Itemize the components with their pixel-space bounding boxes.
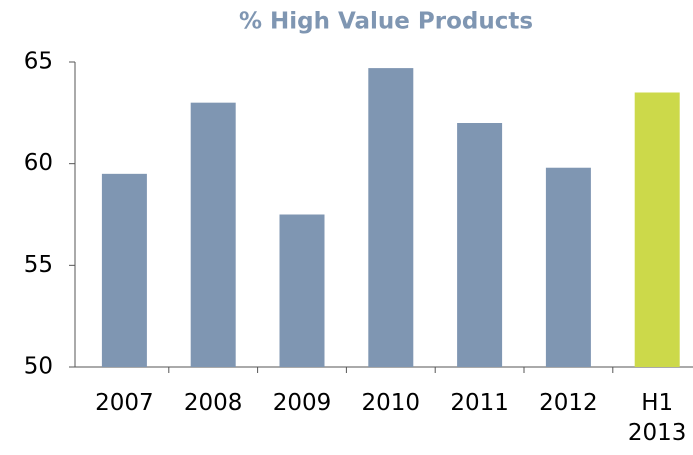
y-tick-label: 55 (24, 252, 53, 278)
y-tick-label: 60 (24, 150, 53, 176)
x-tick-label: 2012 (539, 390, 598, 416)
x-tick-label: 2009 (272, 390, 332, 416)
y-tick-label: 65 (24, 49, 53, 75)
bar (634, 92, 680, 367)
bar (190, 102, 236, 368)
bar (101, 173, 147, 367)
bar (545, 167, 591, 367)
bar (279, 214, 325, 367)
x-tick-label: 2008 (183, 390, 243, 416)
chart-title: % High Value Products (239, 9, 533, 35)
y-tick-label: 50 (24, 354, 53, 380)
x-tick-label: 2010 (361, 390, 421, 416)
x-tick-label: H1 2013 (627, 390, 687, 446)
bar (368, 68, 414, 367)
x-tick-label: 2011 (450, 390, 509, 416)
bar (457, 123, 503, 367)
x-tick-label: 2007 (95, 390, 154, 416)
